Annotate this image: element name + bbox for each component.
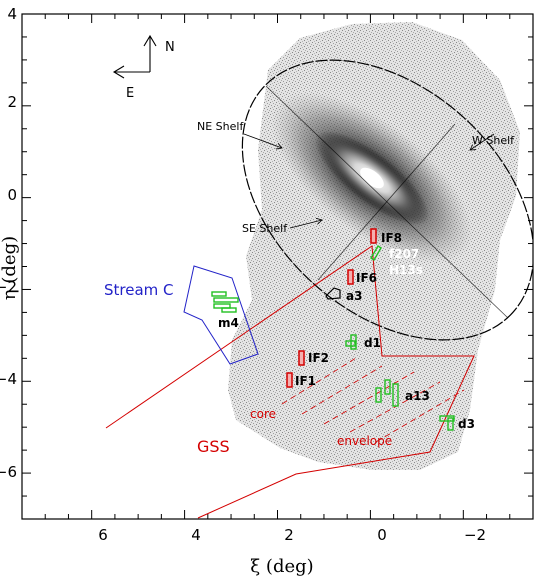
survey-footprint (228, 22, 520, 470)
green-fields (211, 245, 455, 431)
compass-arrows (112, 34, 157, 79)
y-axis-title: η (deg) (0, 236, 20, 300)
y-tick-neg6: −6 (0, 463, 17, 481)
axis-ticks (22, 13, 533, 520)
field-if8-label: IF8 (381, 231, 402, 245)
field-if2-label: IF2 (308, 351, 329, 365)
y-tick-0: 0 (7, 186, 17, 204)
field-m4-marker-d (221, 307, 237, 313)
field-d3-marker-a (439, 415, 455, 422)
ne-shelf-arrow (243, 133, 282, 148)
y-tick-4: 4 (7, 5, 17, 23)
x-tick-neg2: −2 (464, 526, 486, 544)
field-if8-marker (370, 228, 377, 244)
x-tick-6: 6 (98, 526, 108, 544)
se-shelf-arrow (289, 220, 322, 229)
field-a3-marker (325, 287, 341, 300)
gss-label: GSS (197, 437, 230, 456)
field-if2-marker (298, 350, 305, 366)
core-label: core (250, 407, 276, 421)
halo-ellipse (241, 59, 533, 341)
field-m4-marker-b (213, 297, 239, 303)
ne-shelf-label: NE Shelf (197, 120, 244, 133)
w-shelf-label: W Shelf (472, 134, 515, 147)
x-tick-4: 4 (191, 526, 201, 544)
field-a13-marker-a (375, 387, 382, 403)
field-d3-marker-b (447, 417, 454, 431)
gss-region-outline (105, 245, 475, 519)
se-shelf-label: SE Shelf (242, 222, 288, 235)
gss-dashed-divisions (281, 357, 465, 443)
field-d1-marker-b (350, 334, 357, 350)
field-m4-marker-a (211, 291, 227, 297)
x-tick-2: 2 (284, 526, 294, 544)
field-d1-label: d1 (364, 336, 381, 350)
x-axis-title: ξ (deg) (250, 556, 313, 577)
field-a13-marker-b (384, 379, 391, 395)
galaxy-image (271, 92, 473, 264)
field-if6-marker (347, 269, 354, 285)
y-tick-neg2: −2 (0, 278, 17, 296)
y-tick-2: 2 (7, 93, 17, 111)
field-f207-marker (370, 245, 382, 261)
w-shelf-arrow (470, 133, 495, 150)
stream-c-label: Stream C (104, 281, 174, 299)
y-tick-neg4: −4 (0, 370, 17, 388)
field-a13-marker-c (392, 383, 399, 407)
field-f207-label: f207 (389, 247, 419, 261)
compass-north-label: N (165, 40, 175, 55)
envelope-label: envelope (337, 434, 392, 448)
field-h13s-label: H13s (389, 263, 423, 277)
compass-east-label: E (126, 86, 134, 101)
field-a3-label: a3 (346, 289, 362, 303)
field-if1-marker (286, 372, 293, 388)
red-fields (286, 228, 377, 388)
field-a13-label: a13 (405, 389, 430, 403)
field-if1-label: IF1 (295, 374, 316, 388)
field-if6-label: IF6 (356, 271, 377, 285)
field-d3-label: d3 (458, 417, 475, 431)
field-m4-label: m4 (218, 316, 239, 330)
stream-c-outline (183, 265, 259, 365)
x-tick-0: 0 (377, 526, 387, 544)
